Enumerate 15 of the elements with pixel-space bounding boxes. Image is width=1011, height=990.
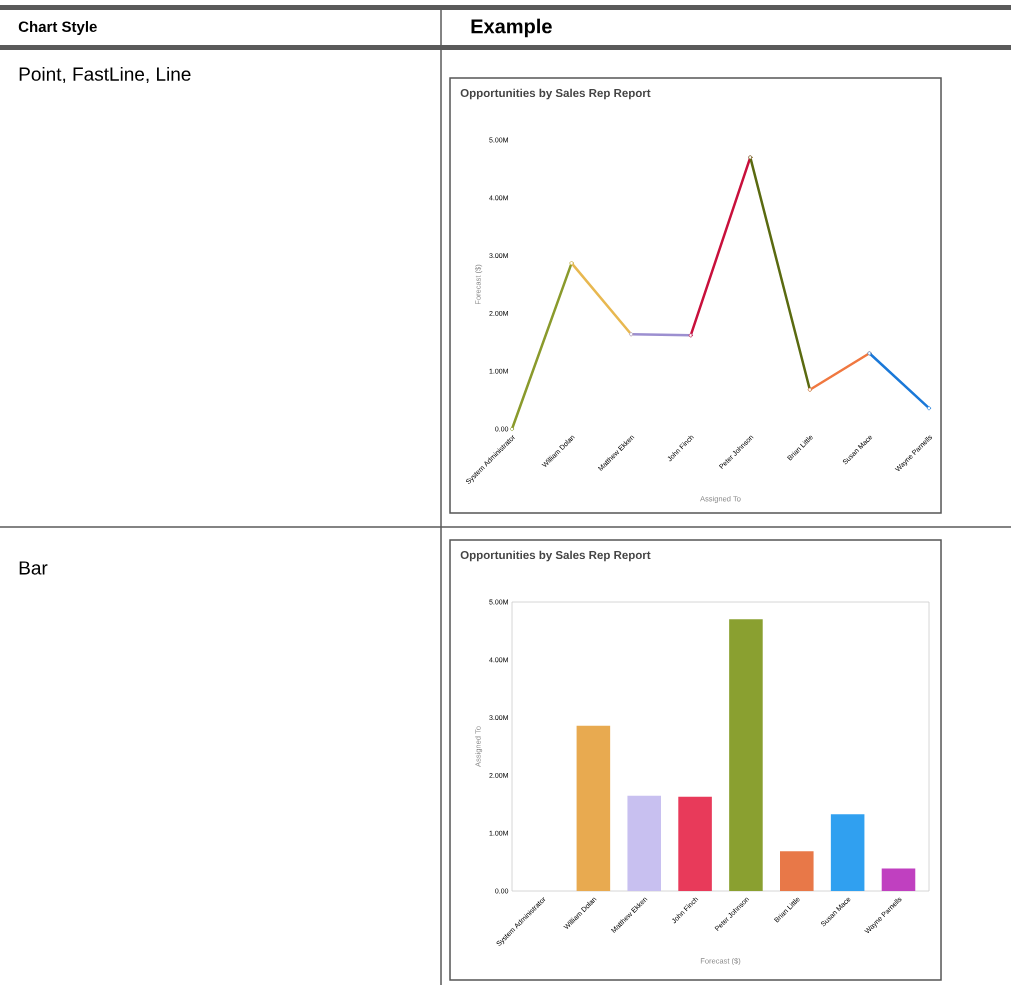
bar (576, 725, 611, 892)
text: Point, FastLine, Line (19, 66, 191, 84)
chart-title: Opportunities by Sales Rep Report (460, 550, 651, 562)
text: Example (471, 18, 552, 38)
text: Bar (19, 561, 48, 575)
point (510, 427, 514, 431)
bar (627, 795, 662, 892)
bar (729, 619, 763, 892)
bar (780, 851, 814, 892)
text: Chart Style (18, 21, 97, 35)
chart-title: Opportunities by Sales Rep Report (460, 88, 651, 100)
bar (830, 814, 865, 892)
point (927, 406, 931, 411)
bar (881, 868, 916, 892)
bar (678, 796, 712, 892)
